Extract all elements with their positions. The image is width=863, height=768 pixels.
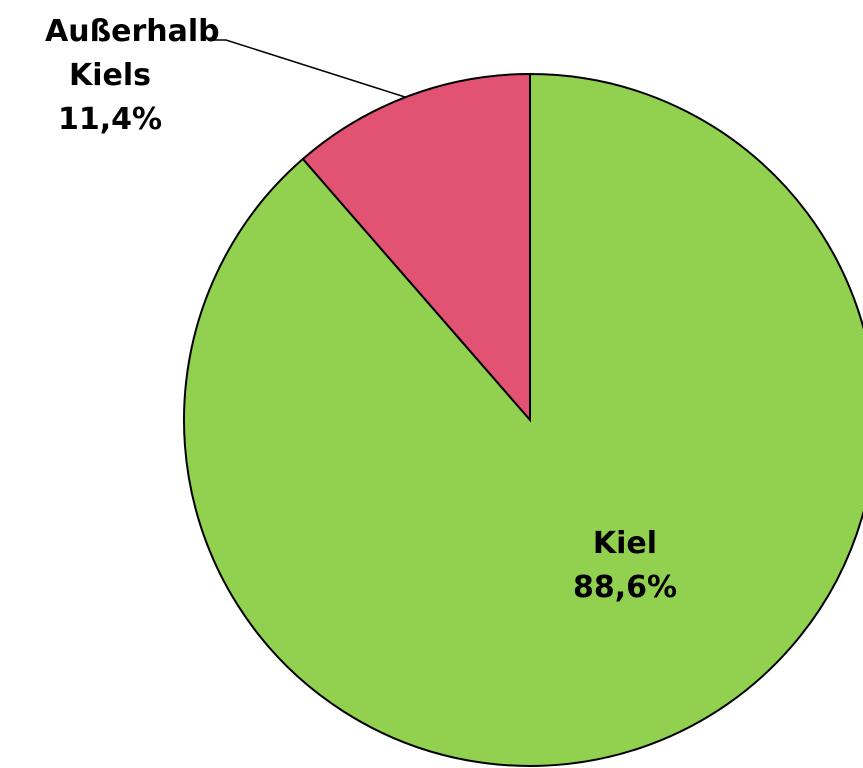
- category-label: Kiel: [592, 526, 658, 561]
- pie-slice: [183, 72, 863, 767]
- category-label: Außerhalb Kiels: [45, 14, 220, 93]
- slice-label: Kiel 88,6%: [525, 522, 725, 610]
- slice-label: Außerhalb Kiels 11,4%: [5, 10, 220, 142]
- pie-slice: [301, 72, 531, 423]
- value-label: 88,6%: [572, 570, 678, 605]
- leader-line: [212, 39, 406, 98]
- value-label: 11,4%: [57, 102, 163, 137]
